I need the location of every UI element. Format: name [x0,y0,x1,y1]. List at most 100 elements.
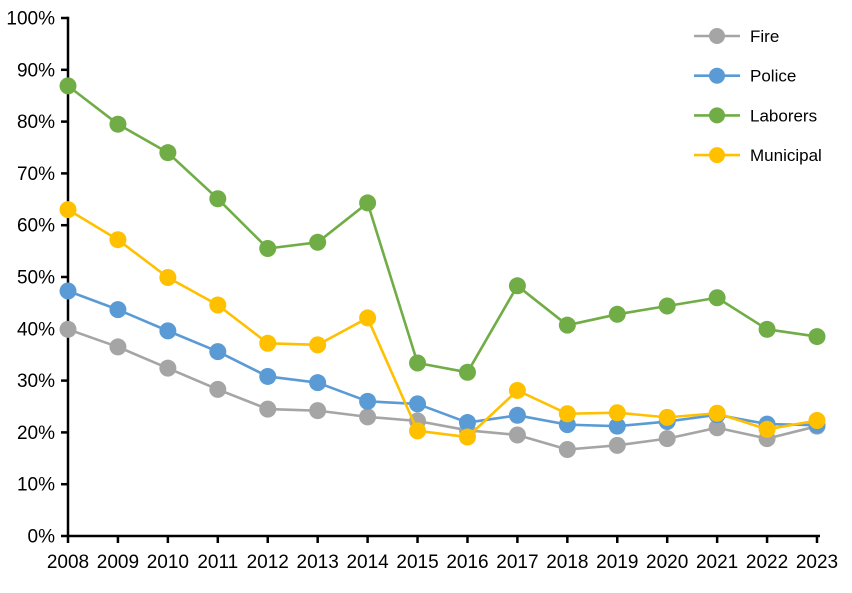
data-point-municipal-2019 [608,404,626,422]
data-point-police-2011 [209,343,227,361]
data-point-laborers-2014 [359,194,377,212]
data-point-municipal-2010 [159,269,177,287]
data-point-laborers-2022 [758,320,776,338]
series-line-fire [66,328,819,451]
data-point-fire-2021 [708,419,726,437]
data-point-fire-2020 [658,430,676,448]
data-point-police-2014 [359,392,377,410]
y-axis-tick-label: 30% [17,371,55,392]
data-point-municipal-2020 [658,408,676,426]
data-point-police-2013 [309,374,327,392]
legend-item-municipal: Municipal [694,146,822,165]
y-axis-tick-label: 50% [17,268,55,289]
legend-marker-municipal [709,147,725,164]
data-point-police-2008 [59,282,77,300]
data-point-fire-2009 [109,338,127,356]
series-line-laborers [66,84,819,374]
x-axis-tick-label: 2010 [147,552,189,573]
data-point-municipal-2022 [758,420,776,438]
data-point-laborers-2011 [209,190,227,208]
x-axis-tick-label: 2021 [696,552,738,573]
series-line-municipal [66,208,819,439]
data-point-municipal-2021 [708,404,726,422]
data-point-laborers-2020 [658,297,676,315]
data-point-laborers-2008 [59,77,77,95]
data-point-police-2016 [458,414,476,432]
x-axis-tick-label: 2016 [446,552,488,573]
legend-item-laborers: Laborers [694,106,817,125]
data-point-laborers-2010 [159,144,177,162]
data-point-fire-2012 [259,400,277,418]
legend-marker-laborers [709,107,725,124]
data-point-police-2010 [159,322,177,340]
data-point-police-2012 [259,367,277,385]
x-axis-tick-label: 2015 [396,552,438,573]
data-point-fire-2008 [59,320,77,338]
data-point-municipal-2023 [808,411,826,429]
legend-marker-police [709,67,725,84]
data-point-fire-2010 [159,359,177,377]
data-point-laborers-2023 [808,328,826,346]
legend-label-laborers: Laborers [750,106,817,125]
x-axis-tick-label: 2014 [346,552,389,573]
x-axis-tick-label: 2020 [646,552,688,573]
x-axis-tick-label: 2023 [796,552,838,573]
data-point-laborers-2015 [409,354,427,372]
data-point-fire-2017 [508,426,526,444]
data-point-municipal-2013 [309,336,327,354]
data-point-laborers-2019 [608,305,626,323]
data-point-police-2009 [109,301,127,319]
data-point-municipal-2017 [508,381,526,399]
data-point-police-2015 [409,395,427,413]
series-laborers [59,77,826,381]
data-point-police-2019 [608,417,626,435]
data-point-municipal-2016 [458,428,476,446]
data-point-fire-2018 [558,440,576,458]
data-point-laborers-2021 [708,289,726,307]
x-axis-tick-label: 2017 [496,552,538,573]
legend-item-fire: Fire [694,27,779,46]
y-axis-tick-label: 90% [17,60,55,81]
data-point-laborers-2009 [109,115,127,133]
data-point-laborers-2018 [558,316,576,334]
data-point-fire-2013 [309,402,327,420]
series-fire [59,320,826,458]
data-point-municipal-2018 [558,405,576,423]
y-axis-tick-label: 40% [17,319,55,340]
x-axis-tick-label: 2012 [247,552,289,573]
legend-label-municipal: Municipal [750,146,822,165]
data-point-municipal-2009 [109,231,127,249]
axes: 0% 10% 20% 30% 40% 50% 60% 70% 80% 90% 100% 2008 200… [6,9,838,574]
data-point-laborers-2013 [309,233,327,251]
data-point-police-2017 [508,406,526,424]
series-municipal [59,201,826,446]
data-point-municipal-2015 [409,422,427,440]
data-point-municipal-2012 [259,334,277,352]
data-point-municipal-2011 [209,296,227,314]
data-point-laborers-2017 [508,277,526,295]
x-axis-tick-label: 2018 [546,552,588,573]
y-axis-tick-label: 80% [17,112,55,133]
series-line-police [66,289,819,428]
legend: Fire Police Laborers Municipal [694,27,822,165]
y-axis-tick-label: 0% [28,527,56,548]
data-point-laborers-2012 [259,240,277,258]
data-point-fire-2019 [608,436,626,454]
x-axis-tick-label: 2013 [297,552,339,573]
data-point-municipal-2014 [359,309,377,327]
x-axis-tick-label: 2009 [97,552,139,573]
y-axis-tick-label: 20% [17,423,55,444]
x-axis-tick-label: 2008 [47,552,89,573]
x-axis-tick-label: 2022 [746,552,788,573]
data-point-municipal-2008 [59,201,77,219]
data-point-fire-2011 [209,380,227,398]
data-point-laborers-2016 [458,363,476,381]
series-police [59,282,826,435]
x-axis-tick-label: 2011 [197,552,238,573]
legend-item-police: Police [694,67,796,86]
y-axis-tick-label: 100% [6,9,55,30]
data-point-fire-2014 [359,408,377,426]
y-axis-tick-label: 10% [17,475,55,496]
